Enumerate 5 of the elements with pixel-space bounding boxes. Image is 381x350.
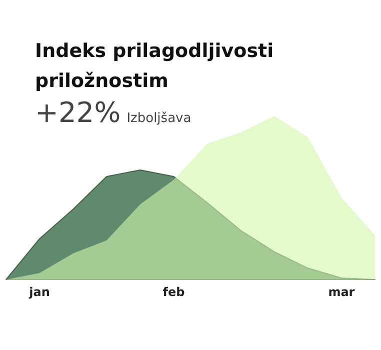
x-tick-label: jan — [28, 284, 50, 299]
x-tick-label: mar — [328, 284, 355, 299]
chart-title: Indeks prilagodljivosti priložnostim — [35, 39, 275, 94]
x-tick-label: feb — [162, 284, 186, 299]
chart-subtitle: +22% Izboljšava — [35, 96, 192, 129]
